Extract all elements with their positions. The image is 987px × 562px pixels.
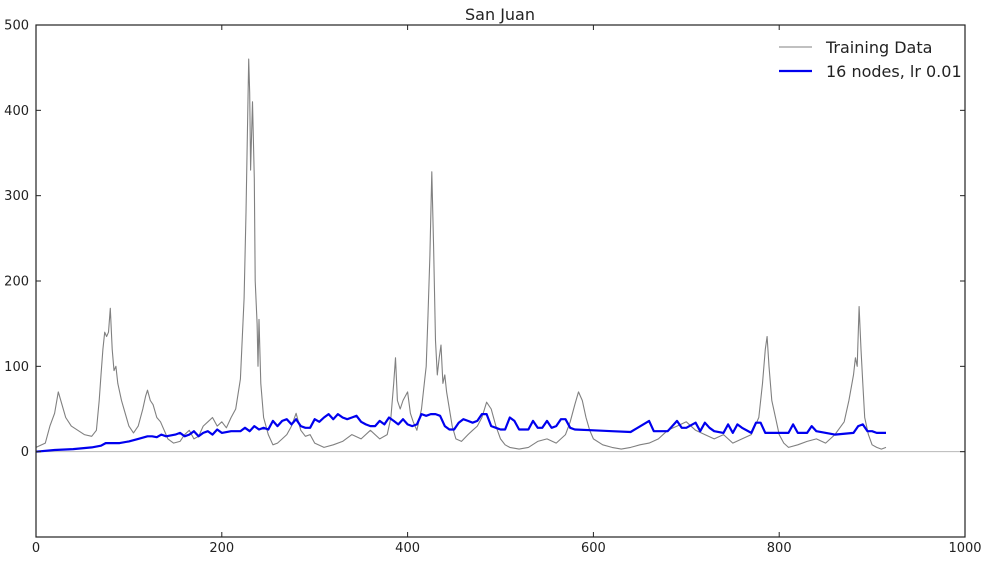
y-axis: 0 100 200 300 400 500: [4, 19, 965, 460]
y-tick-label: 400: [4, 104, 29, 119]
series-line-1: [35, 58, 887, 450]
x-tick-label: 800: [767, 541, 792, 556]
x-tick-label: 0: [32, 541, 40, 556]
x-tick-label: 1000: [948, 541, 981, 556]
chart-title: San Juan: [465, 5, 535, 24]
legend: Training Data 16 nodes, lr 0.01: [779, 38, 962, 81]
y-tick-label: 0: [21, 445, 29, 460]
x-tick-label: 400: [395, 541, 420, 556]
x-axis: 0 200 400 600 800 1000: [32, 25, 982, 556]
legend-label-1: Training Data: [825, 38, 932, 57]
y-tick-label: 300: [4, 189, 29, 204]
legend-label-2: 16 nodes, lr 0.01: [826, 62, 962, 81]
y-tick-label: 100: [4, 360, 29, 375]
series-line-2: [35, 413, 886, 453]
series-layer: [35, 58, 887, 453]
x-tick-label: 200: [209, 541, 234, 556]
x-tick-label: 600: [581, 541, 606, 556]
y-tick-label: 500: [4, 19, 29, 34]
y-tick-label: 200: [4, 275, 29, 290]
